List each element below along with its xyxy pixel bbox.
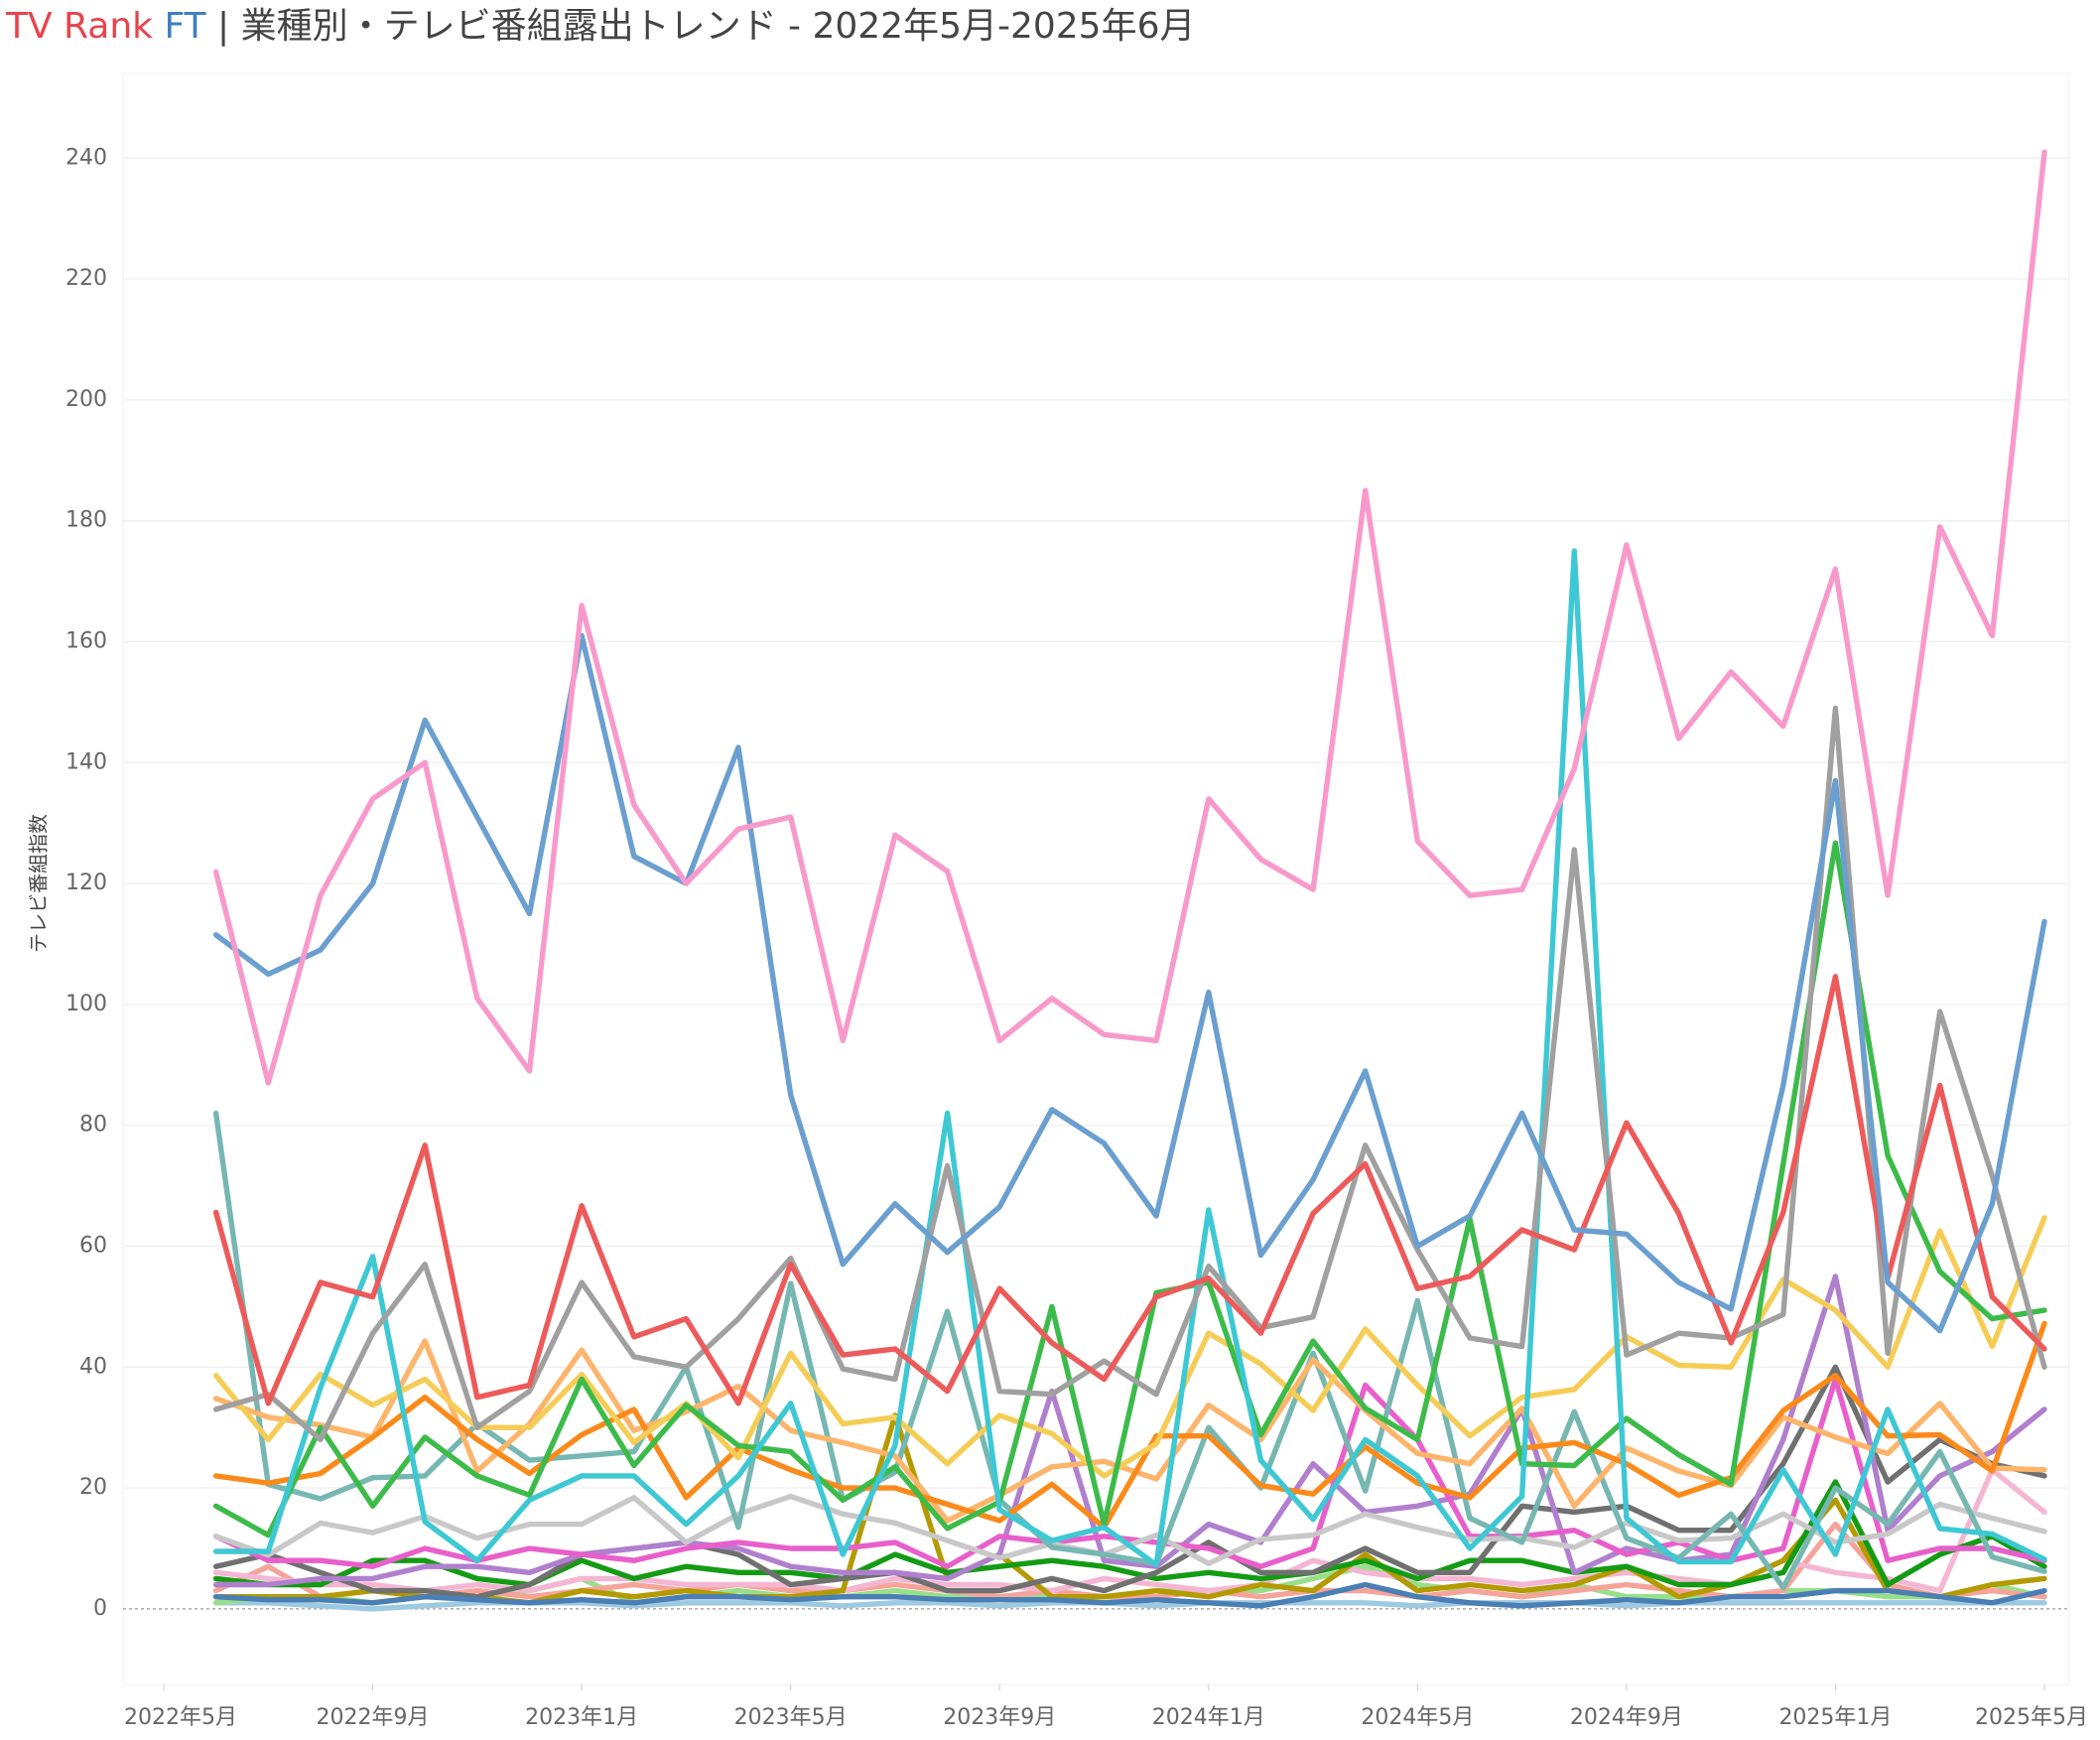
- y-tick-label: 220: [66, 266, 107, 291]
- title-text: | 業種別・テレビ番組露出トレンド - 2022年5月-2025年6月: [217, 6, 1195, 47]
- x-tick-label: 2023年5月: [734, 1705, 848, 1730]
- series-line: [212, 1338, 2047, 1524]
- y-tick-label: 100: [66, 992, 107, 1016]
- y-tick-label: 80: [79, 1113, 107, 1138]
- y-tick-label: 40: [79, 1354, 107, 1379]
- brand-suffix: FT: [164, 6, 206, 47]
- y-tick-label: 140: [66, 749, 107, 774]
- y-axis-title: テレビ番組指数: [27, 814, 51, 953]
- series-line: [212, 1110, 2047, 1591]
- series-line: [212, 705, 2047, 1443]
- series-line: [212, 548, 2047, 1568]
- x-tick-label: 2024年5月: [1361, 1705, 1474, 1730]
- y-tick-label: 20: [79, 1475, 107, 1500]
- y-tick-label: 160: [66, 628, 107, 653]
- series-line: [212, 1479, 2047, 1588]
- x-tick-label: 2022年5月: [124, 1705, 237, 1730]
- x-tick-label: 2025年1月: [1778, 1705, 1892, 1730]
- x-tick-label: 2023年1月: [525, 1705, 638, 1730]
- y-tick-label: 200: [66, 387, 107, 412]
- series-line: [212, 1364, 2047, 1600]
- brand: TV Rank: [5, 6, 153, 47]
- series-line: [212, 1215, 2047, 1479]
- series-line: [212, 1581, 2047, 1609]
- y-tick-label: 120: [66, 870, 107, 895]
- x-tick-label: 2023年9月: [943, 1705, 1056, 1730]
- x-tick-label: 2024年9月: [1570, 1705, 1683, 1730]
- series-line: [212, 840, 2047, 1539]
- y-tick-label: 180: [66, 508, 107, 533]
- series-line: [212, 1320, 2047, 1531]
- series-line: [212, 149, 2047, 1086]
- series-line: [212, 1376, 2047, 1569]
- x-tick-label: 2025年5月: [1975, 1705, 2088, 1730]
- plot-area: [122, 72, 2070, 1685]
- y-tick-label: 60: [79, 1233, 107, 1258]
- series-line: [212, 632, 2047, 1334]
- chart-title: TV Rank FT | 業種別・テレビ番組露出トレンド - 2022年5月-2…: [5, 6, 1195, 47]
- y-tick-label: 0: [93, 1596, 107, 1621]
- x-tick-label: 2024年1月: [1152, 1705, 1265, 1730]
- x-tick-label: 2022年9月: [317, 1705, 430, 1730]
- y-tick-label: 240: [66, 145, 107, 170]
- series-line: [212, 974, 2047, 1406]
